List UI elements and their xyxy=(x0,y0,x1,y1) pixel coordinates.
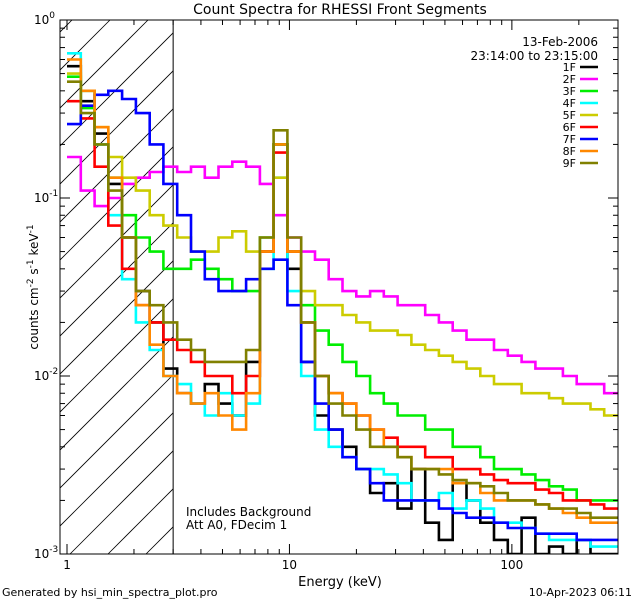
hatch-line xyxy=(0,20,72,554)
hatch-line xyxy=(0,20,376,554)
spectra-figure: Count Spectra for RHESSI Front Segments … xyxy=(0,0,640,600)
x-axis-label: Energy (keV) xyxy=(298,575,382,590)
y-tick-label: 100 xyxy=(34,11,55,27)
hatch-line xyxy=(0,20,414,554)
spectra-chart: Count Spectra for RHESSI Front Segments … xyxy=(0,0,640,600)
hatched-region xyxy=(0,20,640,554)
footer-generated: Generated by hsi_min_spectra_plot.pro xyxy=(2,586,218,599)
date-label: 13-Feb-2006 xyxy=(522,35,598,49)
hatch-line xyxy=(108,20,640,554)
series-group xyxy=(67,53,618,554)
x-tick-labels: 1 10 100 xyxy=(63,558,523,572)
background-note: Includes Background xyxy=(186,505,311,519)
x-tick-label: 1 xyxy=(63,558,71,572)
legend-label-9F: 9F xyxy=(563,157,576,170)
time-range-label: 23:14:00 to 23:15:00 xyxy=(471,49,598,63)
y-axis-label: counts cm-2 s-1 keV-1 xyxy=(26,224,41,349)
x-tick-label: 100 xyxy=(500,558,523,572)
footer-timestamp: 10-Apr-2023 06:11 xyxy=(529,586,632,599)
y-tick-label: 10-2 xyxy=(34,367,58,383)
y-tick-label: 10-1 xyxy=(34,189,58,205)
y-tick-labels: 100 10-1 10-2 10-3 xyxy=(34,11,58,561)
chart-title: Count Spectra for RHESSI Front Segments xyxy=(193,2,487,18)
x-tick-label: 10 xyxy=(282,558,297,572)
attenuator-note: Att A0, FDecim 1 xyxy=(186,518,287,532)
y-tick-label: 10-3 xyxy=(34,545,58,561)
